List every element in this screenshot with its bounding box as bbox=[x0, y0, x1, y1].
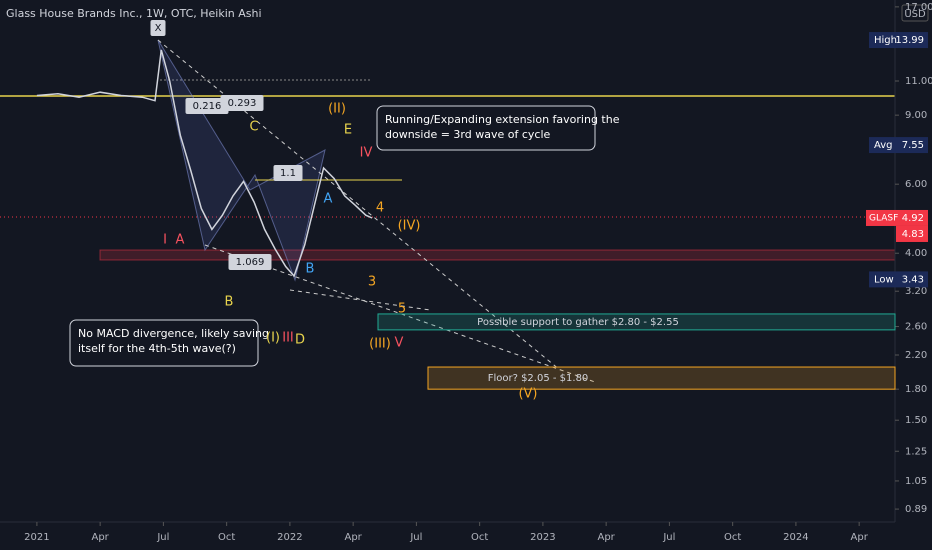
y-tick-label: 1.25 bbox=[905, 446, 927, 457]
wave-label: A bbox=[176, 233, 185, 248]
y-tick-label: 3.20 bbox=[905, 286, 927, 297]
ratio-label: 0.293 bbox=[228, 98, 257, 109]
wave-label: A bbox=[324, 192, 333, 207]
y-tick-label: 2.60 bbox=[905, 322, 927, 333]
zone bbox=[427, 366, 896, 390]
y-tick-label: 11.00 bbox=[905, 76, 932, 87]
ratio-label: 0.216 bbox=[193, 101, 222, 112]
chart-title: Glass House Brands Inc., 1W, OTC, Heikin… bbox=[6, 7, 262, 20]
x-tick-label: Jul bbox=[156, 532, 169, 543]
y-tick-label: 9.00 bbox=[905, 110, 927, 121]
wave-label: III bbox=[282, 331, 294, 346]
ratio-label: X bbox=[155, 23, 162, 34]
wave-label: E bbox=[344, 123, 352, 138]
last-price-badge bbox=[896, 209, 928, 226]
price-badge-name: Avg bbox=[874, 140, 893, 151]
ratio-label: 1.1 bbox=[280, 168, 296, 179]
ratio-box bbox=[273, 165, 303, 181]
zone-label: Floor? $2.05 - $1.80 bbox=[488, 373, 589, 384]
wave-label: (IV) bbox=[398, 219, 421, 234]
x-tick-label: Jul bbox=[662, 532, 675, 543]
wave-label: V bbox=[395, 336, 404, 351]
ratio-box bbox=[185, 98, 229, 114]
price-badge-value: 3.43 bbox=[902, 274, 924, 285]
price-badge bbox=[869, 271, 928, 288]
wave-label: B bbox=[225, 295, 234, 310]
callout-text: itself for the 4th-5th wave(?) bbox=[78, 342, 236, 355]
price-badge-value: 13.99 bbox=[895, 35, 924, 46]
x-tick-label: Apr bbox=[344, 532, 362, 543]
y-tick-label: 1.50 bbox=[905, 415, 927, 426]
x-tick-label: Apr bbox=[597, 532, 615, 543]
x-tick-label: 2021 bbox=[24, 532, 49, 543]
y-tick-label: 2.20 bbox=[905, 350, 927, 361]
wave-label: 4 bbox=[376, 201, 384, 216]
x-tick-label: Jul bbox=[409, 532, 422, 543]
ratio-box bbox=[220, 95, 264, 111]
wave-label: B bbox=[306, 262, 315, 277]
y-tick-label: 1.05 bbox=[905, 476, 927, 487]
callout-box bbox=[69, 319, 259, 367]
zone bbox=[377, 313, 896, 331]
ratio-box bbox=[150, 20, 166, 36]
wave-label: (II) bbox=[328, 102, 346, 117]
trend-line bbox=[204, 244, 596, 383]
resistance-zone bbox=[99, 249, 896, 261]
callout-text: Running/Expanding extension favoring the bbox=[385, 113, 620, 126]
wave-label: I bbox=[163, 233, 167, 248]
wave-label: (I) bbox=[266, 331, 280, 346]
zone-label: Possible support to gather $2.80 - $2.55 bbox=[477, 317, 679, 328]
x-tick-label: Oct bbox=[218, 532, 235, 543]
callout-text: No MACD divergence, likely saving bbox=[78, 327, 269, 340]
ratio-box bbox=[228, 254, 272, 270]
wave-label: C bbox=[249, 120, 258, 135]
harmonic-pattern bbox=[157, 39, 326, 282]
price-line bbox=[36, 49, 373, 278]
y-tick-label: 1.80 bbox=[905, 384, 927, 395]
ratio-label: 1.069 bbox=[236, 257, 265, 268]
price-badge-name: Low bbox=[874, 274, 894, 285]
currency-box bbox=[901, 4, 929, 22]
x-tick-label: Oct bbox=[724, 532, 741, 543]
x-tick-label: Oct bbox=[471, 532, 488, 543]
x-tick-label: 2022 bbox=[277, 532, 302, 543]
wave-label: 5 bbox=[398, 302, 406, 317]
trend-line bbox=[157, 39, 561, 371]
x-tick-label: 2023 bbox=[530, 532, 555, 543]
wave-label: D bbox=[295, 333, 305, 348]
symbol-badge bbox=[866, 209, 896, 226]
x-tick-label: 2024 bbox=[783, 532, 808, 543]
y-tick-label: 4.00 bbox=[905, 248, 927, 259]
symbol: GLASF bbox=[869, 213, 898, 223]
price-badge-name: High bbox=[874, 35, 897, 46]
x-tick-label: Apr bbox=[91, 532, 109, 543]
last-price: 4.83 bbox=[902, 229, 924, 240]
price-badge-value: 7.55 bbox=[902, 140, 924, 151]
callout-box bbox=[376, 105, 596, 151]
last-price-badge bbox=[896, 225, 928, 242]
wave-label: 3 bbox=[368, 275, 376, 290]
x-tick-label: Apr bbox=[851, 532, 869, 543]
currency: USD bbox=[904, 9, 926, 20]
price-badge bbox=[869, 32, 928, 49]
y-tick-label: 6.00 bbox=[905, 179, 927, 190]
callout-text: downside = 3rd wave of cycle bbox=[385, 128, 551, 141]
price-badge bbox=[869, 137, 928, 154]
wave-label: (V) bbox=[518, 387, 537, 402]
y-tick-label: 17.00 bbox=[905, 2, 932, 13]
wave-label: (III) bbox=[369, 337, 391, 352]
wave-label: IV bbox=[360, 146, 373, 161]
last-price: 4.92 bbox=[902, 213, 924, 224]
y-tick-label: 0.89 bbox=[905, 504, 927, 515]
